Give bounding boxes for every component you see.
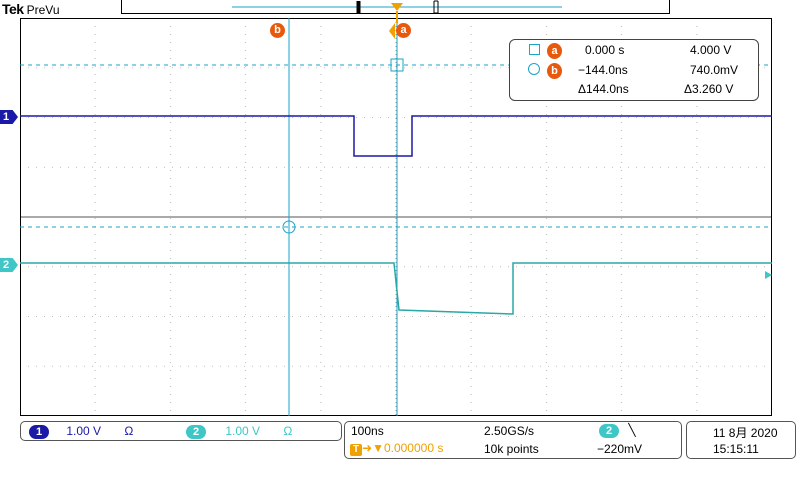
trigger-marker-icon bbox=[389, 23, 395, 39]
ch2-scale: 1.00 V bbox=[225, 424, 261, 438]
ch2-settings[interactable]: 2 1.00 V Ω bbox=[186, 424, 292, 439]
ch1-badge: 1 bbox=[29, 425, 49, 439]
ch2-badge: 2 bbox=[186, 425, 206, 439]
cursor-b-time: −144.0ns bbox=[578, 63, 628, 77]
ch1-waveform bbox=[20, 115, 772, 157]
trigger-position-readout: T ➜▼0.000000 s bbox=[350, 441, 443, 456]
ch1-coupling: Ω bbox=[124, 424, 134, 438]
cursor-a-tag: a bbox=[396, 23, 411, 38]
cursor-readout-panel: a 0.000 s 4.000 V b −144.0ns 740.0mV Δ14… bbox=[509, 39, 759, 101]
cursor-a-voltage: 4.000 V bbox=[690, 43, 732, 57]
trigger-position-icon[interactable] bbox=[390, 0, 404, 24]
horizontal-scale: 100ns bbox=[351, 424, 384, 438]
date-display: 11 8月 2020 bbox=[713, 426, 778, 440]
trigger-source: 2 ╲ bbox=[599, 423, 636, 438]
trigger-position: ▼0.000000 s bbox=[372, 441, 444, 455]
record-length: 10k points bbox=[484, 442, 539, 456]
datetime-panel: 11 8月 2020 15:15:11 bbox=[686, 421, 796, 459]
brand-name: Tek bbox=[2, 1, 24, 17]
ch2-ground-marker[interactable]: 2 bbox=[0, 258, 18, 272]
trigger-level: −220mV bbox=[597, 442, 643, 456]
ch2-waveform bbox=[20, 262, 772, 315]
falling-edge-icon: ╲ bbox=[628, 423, 636, 437]
cursor-b-voltage: 740.0mV bbox=[690, 63, 739, 77]
cursor-a-badge: a bbox=[547, 43, 562, 59]
ch1-settings[interactable]: 1 1.00 V Ω bbox=[29, 424, 133, 439]
brand-logo: Tek PreVu bbox=[2, 1, 60, 17]
ch1-scale: 1.00 V bbox=[66, 424, 102, 438]
cursor-b-circle-icon bbox=[528, 63, 540, 79]
cursor-b-circle-marker bbox=[282, 220, 296, 234]
mode-label: PreVu bbox=[26, 3, 60, 17]
cursor-a-square-marker bbox=[390, 58, 404, 72]
waveform-display[interactable] bbox=[20, 18, 772, 416]
sample-rate: 2.50GS/s bbox=[484, 424, 535, 438]
channel-settings-bar: 1 1.00 V Ω 2 1.00 V Ω bbox=[20, 421, 342, 441]
delta-voltage: Δ3.260 V bbox=[684, 82, 734, 96]
cursor-a-tag-group[interactable]: a bbox=[389, 23, 413, 39]
cursor-a-square-icon bbox=[529, 43, 540, 59]
timebase-trigger-panel[interactable]: 100ns 2.50GS/s 2 ╲ T ➜▼0.000000 s 10k poi… bbox=[344, 421, 682, 459]
cursor-a-time: 0.000 s bbox=[585, 43, 625, 57]
trigger-arrow-icon: ➜ bbox=[362, 441, 373, 455]
ch1-ground-marker[interactable]: 1 bbox=[0, 110, 18, 124]
time-display: 15:15:11 bbox=[713, 442, 759, 456]
trigger-t-icon: T bbox=[350, 444, 362, 456]
ch2-coupling: Ω bbox=[283, 424, 293, 438]
delta-time: Δ144.0ns bbox=[578, 82, 629, 96]
cursor-b-badge: b bbox=[547, 63, 562, 79]
trigger-channel-badge: 2 bbox=[599, 424, 619, 438]
ch2-level-arrow bbox=[765, 271, 772, 279]
cursor-b-tag[interactable]: b bbox=[270, 23, 285, 38]
